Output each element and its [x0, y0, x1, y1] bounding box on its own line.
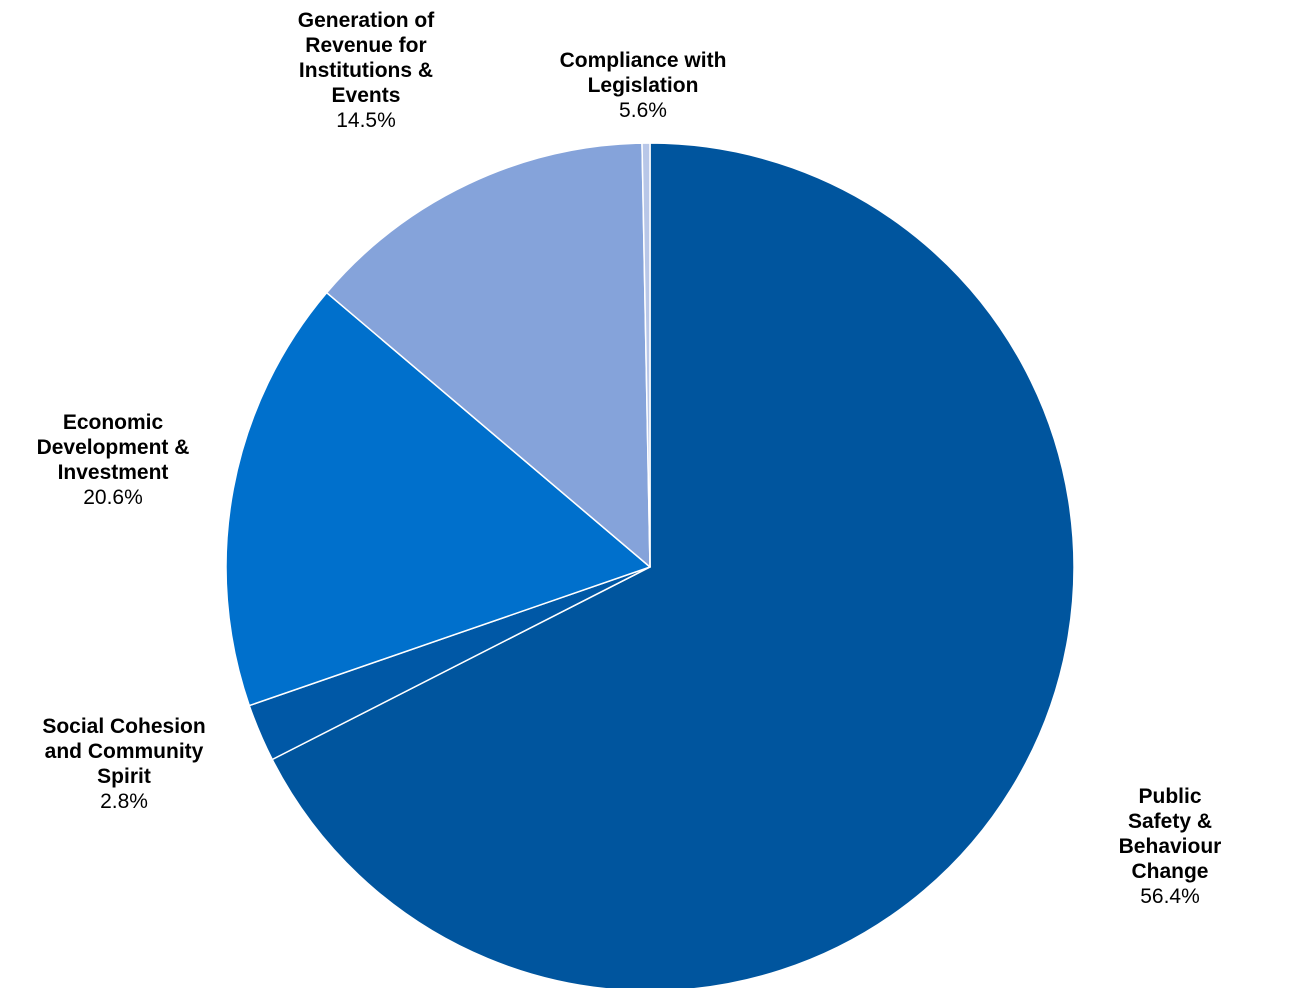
slice-label-generation-of-revenue: Generation of Revenue for Institutions &…: [298, 8, 435, 133]
slice-economic-development: [225, 291, 651, 707]
slice-label-percent: 20.6%: [83, 486, 143, 509]
slice-label-public-safety: Public Safety & Behaviour Change 56.4%: [1108, 784, 1232, 909]
slice-label-name: Public Safety & Behaviour Change: [1118, 785, 1222, 883]
slice-label-compliance: Compliance with Legislation 5.6%: [560, 48, 727, 123]
slice-label-percent: 5.6%: [619, 99, 667, 122]
slice-label-economic-development: Economic Development & Investment 20.6%: [37, 410, 190, 510]
slice-label-percent: 14.5%: [336, 109, 396, 132]
slice-compliance: [641, 142, 651, 568]
pie-slices: [225, 142, 1075, 988]
slice-label-name: Social Cohesion and Community Spirit: [42, 715, 206, 788]
slice-label-name: Compliance with Legislation: [559, 49, 727, 97]
slice-label-name: Economic Development & Investment: [36, 411, 190, 484]
slice-generation-of-revenue: [325, 142, 651, 568]
slice-label-social-cohesion: Social Cohesion and Community Spirit 2.8…: [42, 714, 205, 814]
slice-label-percent: 2.8%: [100, 790, 148, 813]
slice-label-percent: 56.4%: [1140, 885, 1200, 908]
slice-public-safety: [271, 142, 1075, 988]
slice-label-name: Generation of Revenue for Institutions &…: [297, 9, 435, 107]
